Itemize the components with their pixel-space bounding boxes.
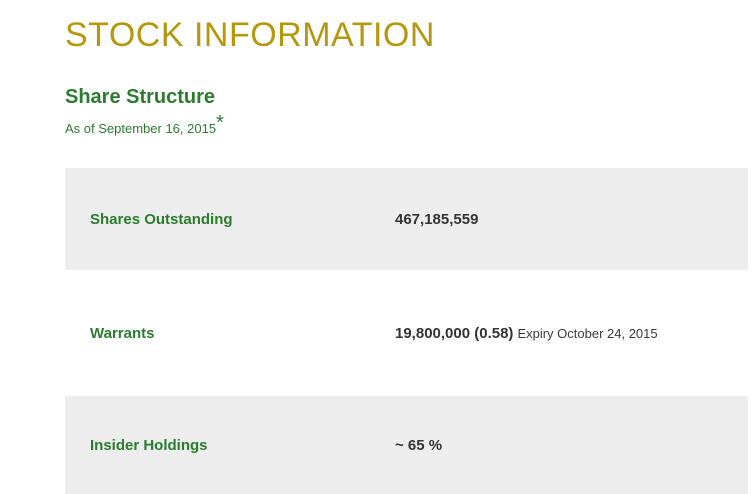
- row-value: ~ 65 %: [395, 436, 443, 454]
- table-row: Insider Holdings ~ 65 %: [65, 396, 748, 494]
- row-value-wrap: 19,800,000 (0.58) Expiry October 24, 2015: [395, 325, 658, 342]
- section-heading: Share Structure: [65, 86, 216, 108]
- row-value: 467,185,559: [395, 210, 479, 228]
- row-value-wrap: 467,185,559: [395, 211, 482, 228]
- row-label: Insider Holdings: [90, 436, 208, 454]
- table-row: Warrants 19,800,000 (0.58) Expiry October…: [65, 270, 748, 396]
- row-label: Warrants: [90, 324, 155, 342]
- as-of-date: As of September 16, 2015*: [65, 113, 224, 136]
- table-row: Shares Outstanding 467,185,559: [65, 168, 748, 270]
- as-of-text: As of September 16, 2015: [65, 121, 217, 136]
- page-title: STOCK INFORMATION: [65, 16, 435, 54]
- row-value-wrap: ~ 65 %: [395, 437, 446, 454]
- footnote-asterisk: *: [216, 112, 224, 134]
- row-label: Shares Outstanding: [90, 210, 233, 228]
- row-value: 19,800,000 (0.58): [395, 324, 514, 342]
- row-note: Expiry October 24, 2015: [517, 325, 658, 341]
- share-structure-table: Shares Outstanding 467,185,559 Warrants …: [65, 168, 748, 494]
